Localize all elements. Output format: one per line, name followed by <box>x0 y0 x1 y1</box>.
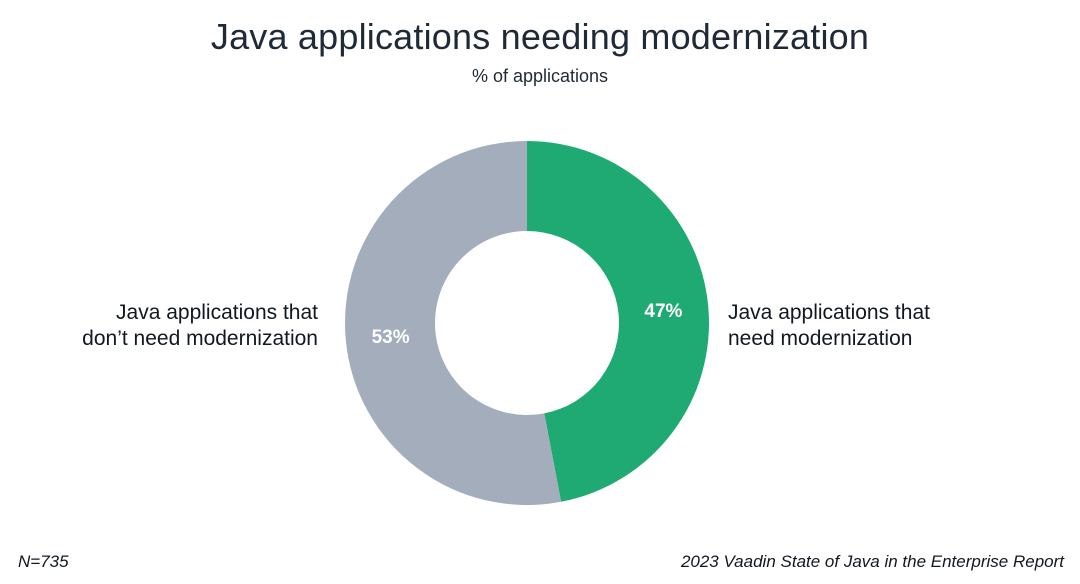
sample-size: N=735 <box>18 552 69 571</box>
source-note: 2023 Vaadin State of Java in the Enterpr… <box>680 552 1064 571</box>
donut-slice-1 <box>527 141 710 502</box>
chart-subtitle: % of applications <box>471 66 609 86</box>
label-dont-need-modernization: Java applications that don’t need modern… <box>82 300 318 352</box>
chart-title: Java applications needing modernization <box>210 16 870 57</box>
label-need-modernization: Java applications that need modernizatio… <box>728 300 930 352</box>
slice-value-label-2: 53% <box>372 327 410 348</box>
label-need-line1: Java applications that <box>728 301 930 324</box>
donut-slice-2 <box>345 141 562 505</box>
label-need-line2: need modernization <box>728 327 913 350</box>
label-dont-need-line2: don’t need modernization <box>82 327 318 350</box>
label-dont-need-line1: Java applications that <box>116 301 318 324</box>
slice-value-label-1: 47% <box>644 301 682 322</box>
